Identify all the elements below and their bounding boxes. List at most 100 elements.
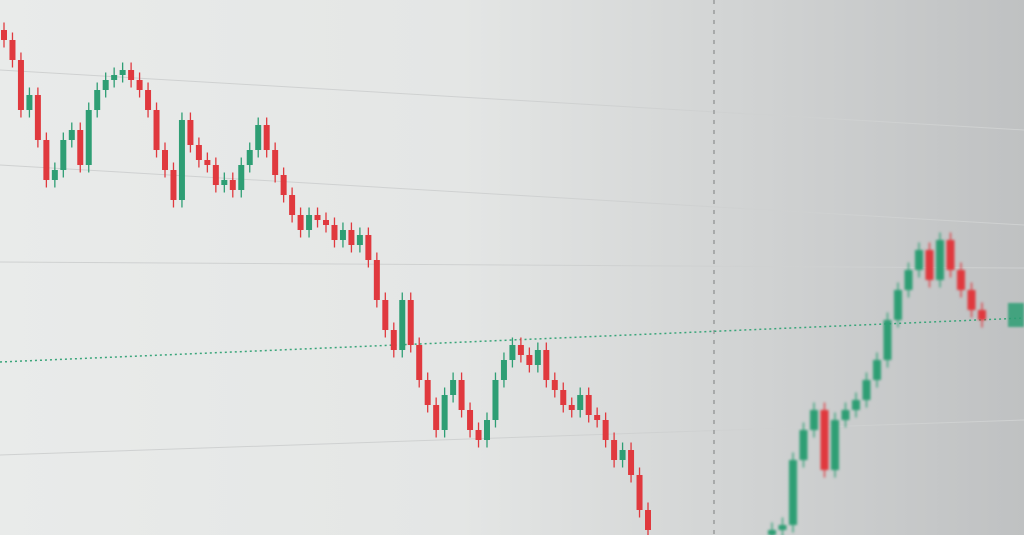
candle-body [297, 215, 304, 230]
candle [43, 132, 50, 188]
candle [382, 292, 389, 338]
candle [611, 432, 618, 468]
candle [509, 337, 516, 368]
candle [399, 292, 406, 358]
candle-body [145, 90, 152, 110]
grid-line [0, 419, 1024, 456]
candle-body [289, 195, 296, 215]
candle-body [314, 215, 321, 220]
candle [560, 382, 567, 413]
candle-body [799, 430, 808, 460]
candles [1, 22, 986, 535]
candle-body [611, 440, 618, 460]
candle-body [904, 270, 913, 290]
candle-body [356, 235, 363, 245]
candle [102, 72, 109, 98]
candle [873, 352, 881, 388]
candle-body [416, 345, 423, 380]
candle [365, 227, 372, 268]
candle-body [475, 430, 482, 440]
candle [585, 387, 592, 423]
candle [925, 242, 934, 288]
candle-body [17, 60, 24, 110]
candle [458, 372, 465, 418]
candle [645, 502, 651, 535]
candle [68, 122, 75, 148]
candle-body [645, 510, 651, 530]
candle [314, 207, 321, 228]
candle-body [306, 215, 313, 230]
candle-body [60, 140, 67, 170]
candle [306, 207, 313, 238]
candle-body [170, 170, 177, 200]
candle-body [221, 180, 228, 185]
candle [272, 142, 279, 183]
candle-body [51, 170, 58, 180]
candle [543, 342, 550, 388]
candle-body [915, 250, 923, 270]
candle [323, 212, 329, 233]
candle-body [619, 450, 626, 460]
candle-body [77, 130, 84, 165]
candle [484, 412, 490, 448]
candle-body [323, 220, 329, 225]
candle-body [85, 110, 92, 165]
candle [768, 522, 776, 535]
candle-body [543, 350, 550, 380]
candle-body [255, 125, 262, 150]
candle [85, 102, 92, 173]
candle [500, 352, 507, 388]
candle-body [585, 395, 592, 415]
candle [441, 387, 448, 438]
candle-body [636, 475, 643, 510]
candle-body [238, 165, 245, 190]
grid-line [0, 164, 1024, 226]
candle [187, 112, 194, 153]
candle [60, 132, 67, 178]
candle [119, 62, 126, 83]
candle-body [34, 95, 41, 140]
candle-body [365, 235, 372, 260]
candle-body [187, 120, 194, 145]
candle-body [373, 260, 380, 300]
candle [820, 402, 829, 478]
current-price-marker [1008, 303, 1024, 327]
candle [894, 282, 902, 328]
candle-body [602, 420, 609, 440]
candle [297, 207, 304, 238]
candle-body [407, 300, 414, 345]
candle [594, 407, 601, 428]
candle-body [382, 300, 389, 330]
candle-body [390, 330, 397, 350]
candle-body [229, 180, 236, 190]
candle-body [509, 345, 516, 360]
candle [212, 157, 219, 193]
candle-body [484, 420, 490, 440]
candle [94, 82, 101, 118]
candle [111, 67, 118, 88]
candle [862, 372, 871, 408]
candle-body [162, 150, 168, 170]
candle-body [128, 70, 135, 80]
candle [1, 22, 7, 48]
candle-body [467, 410, 474, 430]
candle [34, 87, 41, 148]
candle-body [1, 30, 7, 40]
candle [204, 152, 211, 173]
candle [628, 442, 635, 483]
candle [967, 282, 976, 318]
candle-body [153, 110, 160, 150]
candle [526, 347, 533, 373]
candle [467, 402, 474, 438]
price-reference-line [0, 317, 1024, 363]
candle [136, 72, 143, 98]
candle [799, 422, 808, 468]
candle-body [433, 405, 440, 430]
candle-body [978, 310, 986, 320]
candle-body [560, 390, 567, 405]
candle-body [831, 420, 839, 470]
candle [263, 117, 270, 158]
candle-body [594, 415, 601, 420]
candle-body [551, 380, 558, 390]
